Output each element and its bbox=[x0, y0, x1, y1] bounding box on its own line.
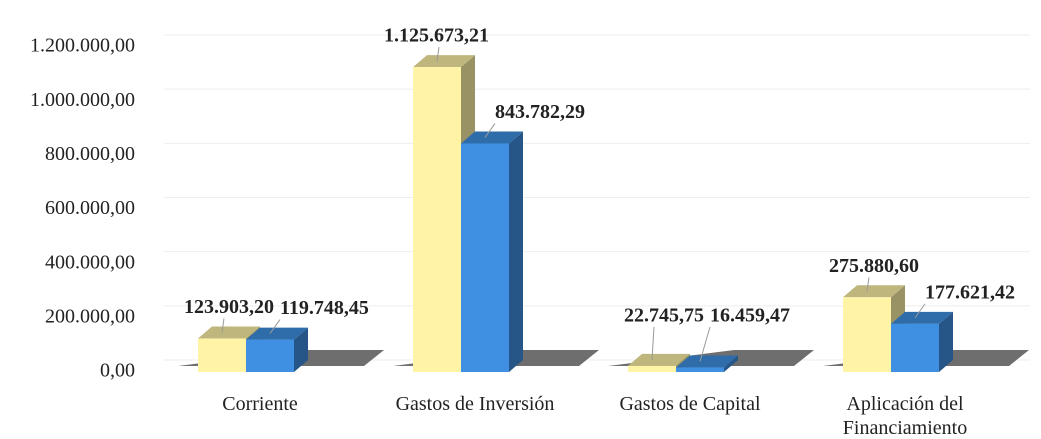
y-tick-label: 1.200.000,00 bbox=[30, 35, 135, 57]
data-label: 177.621,42 bbox=[925, 281, 1015, 303]
leader-line bbox=[269, 319, 281, 334]
x-tick-label: Gastos de Inversión bbox=[395, 393, 555, 415]
y-tick-label: 400.000,00 bbox=[45, 251, 135, 273]
y-tick-label: 0,00 bbox=[100, 360, 135, 382]
bar bbox=[628, 365, 676, 372]
bar-top bbox=[891, 311, 953, 324]
bar-top bbox=[198, 326, 260, 339]
y-tick-label: 1.000.000,00 bbox=[30, 89, 135, 111]
bar-top bbox=[676, 355, 738, 368]
data-label: 16.459,47 bbox=[710, 305, 790, 327]
leader-line bbox=[221, 318, 225, 333]
data-label: 843.782,29 bbox=[495, 101, 585, 123]
bar-side bbox=[509, 131, 523, 372]
y-tick-label: 800.000,00 bbox=[45, 143, 135, 165]
x-tick-label: Corriente bbox=[222, 393, 298, 415]
data-label: 275.880,60 bbox=[829, 255, 919, 277]
x-tick-label: Gastos de Capital bbox=[619, 393, 761, 415]
bar-side bbox=[294, 327, 308, 372]
y-tick-label: 600.000,00 bbox=[45, 197, 135, 219]
leader-line bbox=[436, 47, 440, 62]
bar bbox=[461, 143, 509, 372]
leader-line bbox=[866, 277, 870, 292]
data-label: 22.745,75 bbox=[624, 305, 704, 327]
data-label: 1.125.673,21 bbox=[384, 25, 489, 47]
bar-top bbox=[246, 327, 308, 340]
leader-line bbox=[914, 303, 926, 319]
leader-line bbox=[651, 326, 655, 360]
bar-top bbox=[413, 55, 475, 68]
bar-top bbox=[461, 131, 523, 144]
bar bbox=[413, 67, 461, 372]
bar-top bbox=[843, 285, 905, 298]
bar bbox=[676, 367, 724, 372]
data-label: 119.748,45 bbox=[280, 297, 369, 319]
leader-line bbox=[699, 326, 711, 362]
y-tick-label: 200.000,00 bbox=[45, 305, 135, 327]
bar bbox=[843, 297, 891, 372]
bar-side bbox=[939, 311, 953, 372]
bar bbox=[891, 323, 939, 372]
leader-line bbox=[484, 123, 496, 138]
bar-top bbox=[628, 353, 690, 366]
bar-side bbox=[724, 355, 738, 372]
data-label: 123.903,20 bbox=[184, 296, 274, 318]
bar bbox=[198, 338, 246, 372]
bar bbox=[246, 339, 294, 372]
x-tick-label: Aplicación del Financiamiento bbox=[842, 393, 968, 439]
